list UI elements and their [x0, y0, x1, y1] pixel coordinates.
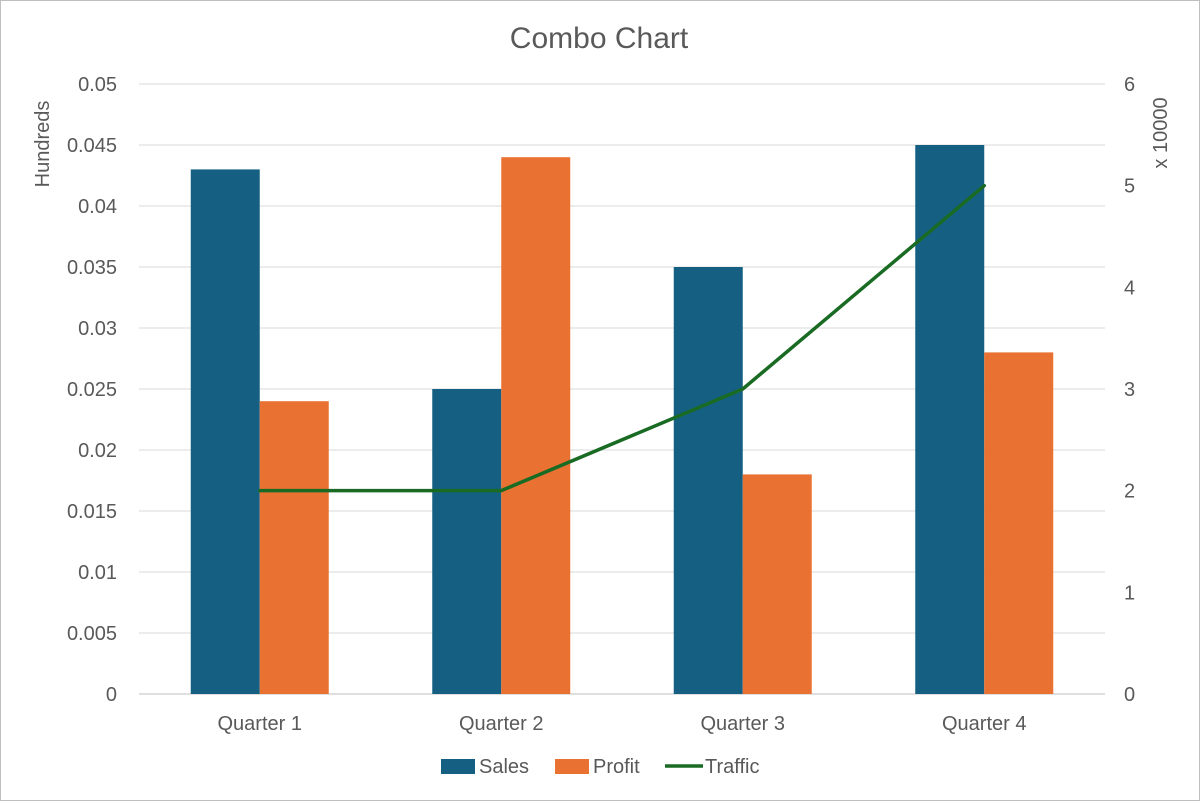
bars	[190, 145, 1054, 694]
bar-sales-3	[673, 267, 743, 694]
left-tick-label: 0.035	[67, 257, 117, 279]
left-tick-label: 0.01	[78, 562, 117, 584]
right-tick-label: 2	[1124, 481, 1135, 503]
legend-item-traffic: Traffic	[665, 756, 759, 778]
legend-item-profit: Profit	[555, 756, 640, 778]
legend-label: Sales	[479, 756, 529, 778]
left-axis-label: Hundreds	[32, 101, 54, 188]
x-tick-label: Quarter 3	[701, 713, 785, 735]
legend-swatch	[441, 759, 475, 774]
right-axis-label: x 10000	[1150, 97, 1172, 168]
right-axis-ticks: 0 1 2 3 4 5 6	[1124, 74, 1135, 706]
left-tick-label: 0.03	[78, 318, 117, 340]
left-tick-label: 0.025	[67, 379, 117, 401]
bar-profit-3	[742, 474, 812, 694]
left-tick-label: 0.045	[67, 135, 117, 157]
bar-sales-4	[915, 145, 985, 694]
right-tick-label: 5	[1124, 176, 1135, 198]
x-tick-label: Quarter 2	[459, 713, 543, 735]
x-axis-ticks: Quarter 1 Quarter 2 Quarter 3 Quarter 4	[218, 713, 1027, 735]
line-traffic	[258, 183, 986, 493]
left-tick-label: 0.04	[78, 196, 117, 218]
left-tick-label: 0.015	[67, 501, 117, 523]
left-tick-label: 0.005	[67, 623, 117, 645]
legend-swatch	[555, 759, 589, 774]
left-tick-label: 0.02	[78, 440, 117, 462]
right-tick-label: 6	[1124, 74, 1135, 96]
chart-title: Combo Chart	[510, 22, 689, 55]
legend: Sales Profit Traffic	[441, 756, 759, 778]
legend-label: Profit	[593, 756, 640, 778]
traffic-line	[258, 183, 986, 493]
bar-profit-2	[501, 157, 571, 694]
legend-item-sales: Sales	[441, 756, 529, 778]
left-axis-ticks: 0 0.005 0.01 0.015 0.02 0.025 0.03 0.035 0.04 0.0…	[67, 74, 117, 706]
x-tick-label: Quarter 4	[942, 713, 1026, 735]
legend-label: Traffic	[705, 756, 759, 778]
right-tick-label: 4	[1124, 277, 1135, 299]
right-tick-label: 3	[1124, 379, 1135, 401]
bar-sales-2	[432, 389, 502, 694]
right-tick-label: 1	[1124, 582, 1135, 604]
left-tick-label: 0	[106, 684, 117, 706]
bar-sales-1	[190, 169, 260, 694]
bar-profit-4	[984, 352, 1054, 694]
right-tick-label: 0	[1124, 684, 1135, 706]
bar-profit-1	[259, 401, 329, 694]
x-tick-label: Quarter 1	[218, 713, 302, 735]
left-tick-label: 0.05	[78, 74, 117, 96]
